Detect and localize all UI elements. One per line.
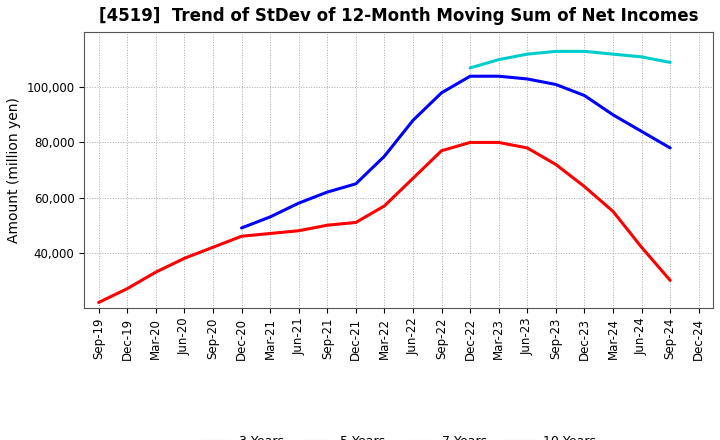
Title: [4519]  Trend of StDev of 12-Month Moving Sum of Net Incomes: [4519] Trend of StDev of 12-Month Moving… <box>99 7 698 25</box>
Y-axis label: Amount (million yen): Amount (million yen) <box>7 97 21 243</box>
Legend: 3 Years, 5 Years, 7 Years, 10 Years: 3 Years, 5 Years, 7 Years, 10 Years <box>197 430 601 440</box>
